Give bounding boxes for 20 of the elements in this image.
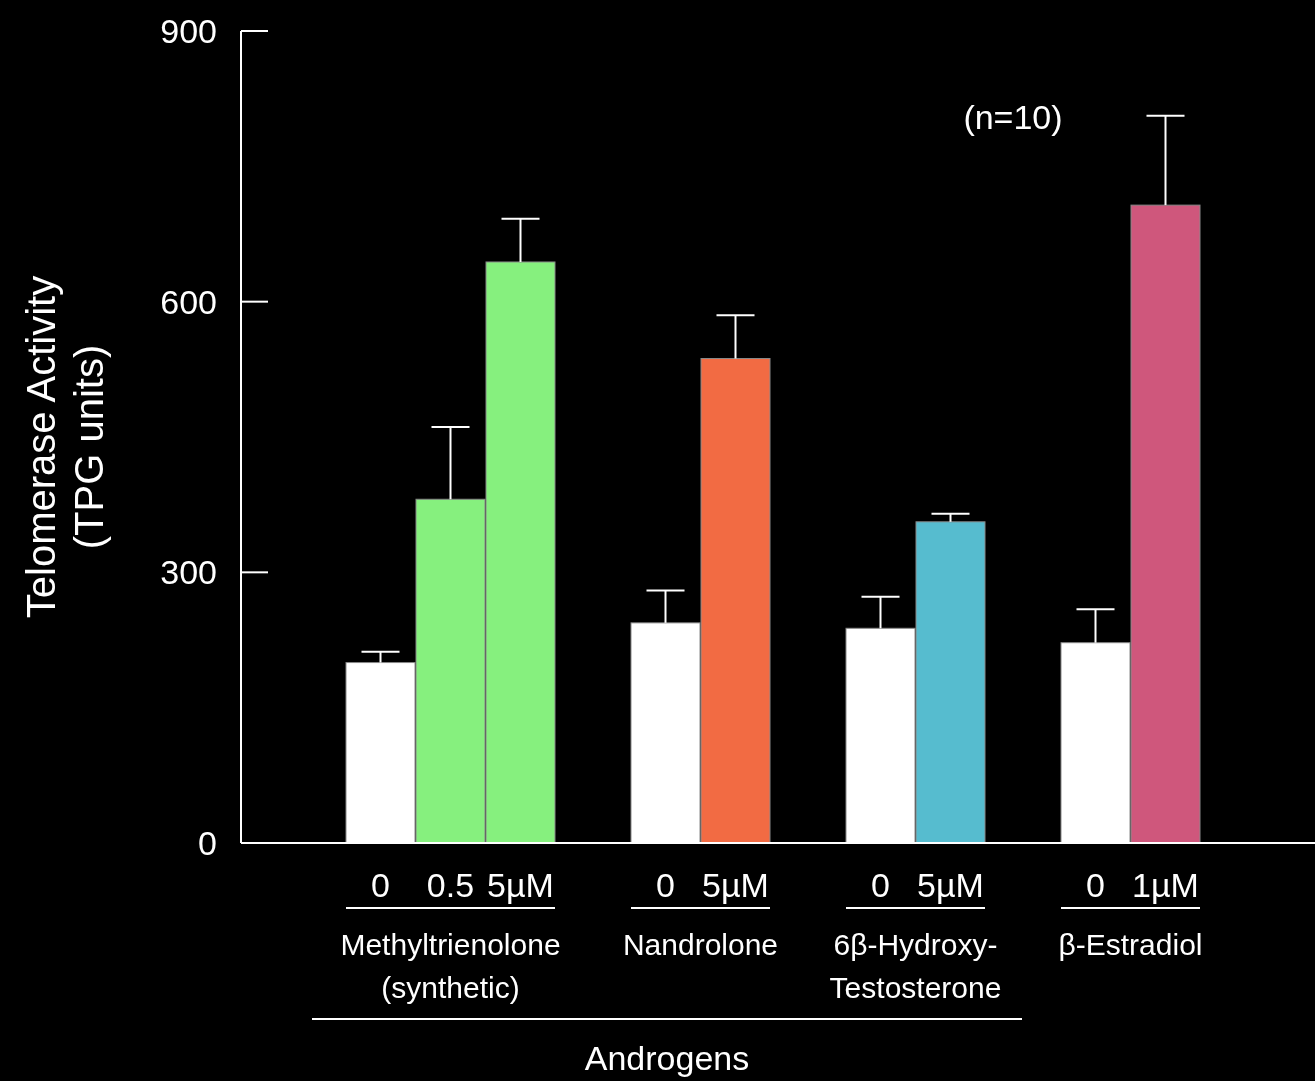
text: 6β-Hydroxy- Testosterone: [829, 928, 1002, 1004]
x-tick-label: 0: [1086, 866, 1105, 904]
x-tick-label: 5µM: [487, 866, 554, 904]
y-axis-title: Telomerase Activity (TPG units): [19, 275, 111, 619]
text: Methyltrienolone (synthetic): [340, 928, 561, 1004]
y-tick-label: 900: [160, 11, 217, 50]
text: Androgens: [584, 1039, 750, 1077]
y-tick-label: 600: [160, 282, 217, 321]
x-tick-label: 0: [371, 866, 390, 904]
x-tick-label: 0.5: [426, 866, 475, 904]
y-tick-label: 300: [160, 553, 217, 592]
text: Nandrolone: [622, 928, 779, 961]
annotation: (n=10): [963, 98, 1063, 136]
x-tick-label: 0: [871, 866, 890, 904]
y-tick-label: 0: [198, 823, 217, 862]
x-tick-label: 0: [656, 866, 675, 904]
x-tick-label: 5µM: [917, 866, 984, 904]
text: β-Estradiol: [1058, 928, 1203, 961]
x-tick-label: 1µM: [1132, 866, 1199, 904]
x-tick-label: 5µM: [702, 866, 769, 904]
